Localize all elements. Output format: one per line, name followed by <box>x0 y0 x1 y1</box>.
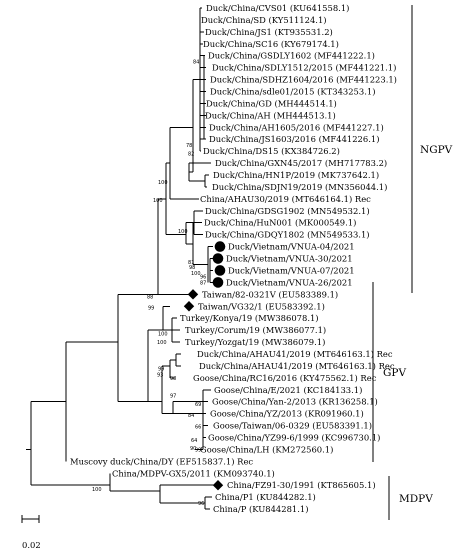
leaf-label: Duck/China/GSDLY1602 (MF441222.1) <box>208 51 375 61</box>
diamond-marker-icon <box>187 289 199 300</box>
leaf-label: Goose/Taiwan/06-0329 (EU583391.1) <box>213 421 372 431</box>
leaf-label: Goose/China/Yan-2/2013 (KR136258.1) <box>212 397 378 407</box>
bootstrap-value: 69 <box>195 402 201 408</box>
bootstrap-value: 99 <box>195 447 201 453</box>
leaf-label: Duck/China/SDLY1512/2015 (MF441221.1) <box>212 63 396 73</box>
clade-label: GPV <box>383 367 406 379</box>
bootstrap-value: 97 <box>170 394 176 400</box>
bootstrap-value: 96 <box>200 274 206 280</box>
leaf-label: Goose/China/YZ99-6/1999 (KC996730.1) <box>208 432 380 442</box>
bootstrap-value: 100 <box>158 180 168 186</box>
bootstrap-value: 98 <box>170 376 176 382</box>
leaf-label: Goose/China/RC16/2016 (KY475562.1) Rec <box>193 373 377 383</box>
leaf-label: Duck/Vietnam/VNUA-30/2021 <box>226 254 353 264</box>
bootstrap-value: 87 <box>200 280 206 286</box>
leaf-label: China/AHAU30/2019 (MT646164.1) Rec <box>200 194 371 204</box>
leaf-labels: Duck/China/CVS01 (KU641558.1) Duck/China/… <box>70 3 397 514</box>
leaf-label: Duck/China/GXN45/2017 (MH717783.2) <box>215 158 387 168</box>
leaf-label: Duck/Vietnam/VNUA-26/2021 <box>226 277 353 287</box>
leaf-label: Taiwan/VG32/1 (EU583392.1) <box>198 301 325 311</box>
bootstrap-value: 66 <box>195 425 201 431</box>
leaf-label: China/FZ91-30/1991 (KT865605.1) <box>227 480 376 490</box>
bootstrap-value: 100 <box>191 271 201 277</box>
bootstrap-value: 88 <box>147 295 153 301</box>
leaf-label: Duck/China/AH1605/2016 (MF441227.1) <box>209 122 384 132</box>
bootstrap-value: 64 <box>191 438 197 444</box>
leaf-label: Duck/Vietnam/VNUA-07/2021 <box>228 265 355 275</box>
leaf-label: Taiwan/82-0321V (EU583389.1) <box>202 289 338 299</box>
bootstrap-value: 99 <box>158 366 164 372</box>
bootstrap-value: 82 <box>188 152 194 158</box>
bootstrap-value: 100 <box>157 340 167 346</box>
bootstrap-value: 100 <box>153 198 163 204</box>
leaf-label: Duck/China/SDJN19/2019 (MN356044.1) <box>212 182 387 192</box>
leaf-label: Duck/China/GDQY1802 (MN549533.1) <box>205 230 370 240</box>
circle-marker-icon <box>214 265 226 276</box>
leaf-label: Goose/China/LH (KM272560.1) <box>200 444 333 454</box>
leaf-label: China/P1 (KU844282.1) <box>215 492 316 502</box>
diamond-marker-icon <box>212 480 224 491</box>
bootstrap-value: 84 <box>188 413 194 419</box>
leaf-label: Goose/China/E/2021 (KC184133.1) <box>214 385 362 395</box>
circle-marker-icon <box>212 253 224 264</box>
leaf-label: Duck/China/JS1603/2016 (MF441226.1) <box>209 134 379 144</box>
scale-bar: 0.02 <box>21 515 41 550</box>
leaf-label: Duck/China/CVS01 (KU641558.1) <box>206 3 349 13</box>
bootstrap-value: 90 <box>190 446 196 452</box>
leaf-label: Duck/China/GD (MH444514.1) <box>206 98 337 108</box>
leaf-label: Duck/China/DS15 (KX384726.2) <box>203 146 340 156</box>
circle-marker-icon <box>214 241 226 252</box>
bootstrap-value: 98 <box>189 265 195 271</box>
leaf-label: Duck/China/AHAU41/2019 (MT646163.1) Rec <box>199 361 395 371</box>
clade-brackets: NGPV GPV MDPV <box>372 5 453 520</box>
leaf-label: Duck/China/SDHZ1604/2016 (MF441223.1) <box>210 75 397 85</box>
bootstrap-value: 100 <box>178 229 188 235</box>
bootstrap-value: 78 <box>186 143 192 149</box>
leaf-label: Duck/China/AH (MH444513.1) <box>205 110 336 120</box>
tree-branches <box>26 7 220 510</box>
leaf-label: Duck/China/sdle01/2015 (KT343253.1) <box>210 87 375 97</box>
leaf-label: Turkey/Konya/19 (MW386078.1) <box>180 313 319 323</box>
leaf-label: China/P (KU844281.1) <box>213 504 309 514</box>
bootstrap-value: 84 <box>193 60 199 66</box>
clade-label: MDPV <box>399 493 433 505</box>
leaf-label: Duck/China/AHAU41/2019 (MT646163.1) Rec <box>197 349 393 359</box>
bootstrap-value: 100 <box>92 487 102 493</box>
bootstrap-value: 96 <box>198 501 204 507</box>
leaf-label: China/MDPV-GX5/2011 (KM093740.1) <box>112 468 275 478</box>
bootstrap-value: 81 <box>188 260 194 266</box>
bootstrap-value: 99 <box>148 305 154 311</box>
leaf-label: Duck/China/HN1P/2019 (MK737642.1) <box>213 170 379 180</box>
leaf-label: Muscovy duck/China/DY (EF515837.1) Rec <box>70 456 253 466</box>
circle-marker-icon <box>212 277 224 288</box>
leaf-label: Duck/China/HuN001 (MK000549.1) <box>204 218 356 228</box>
leaf-label: Duck/China/SD (KY511124.1) <box>201 15 327 25</box>
leaf-label: Turkey/Yozgat/19 (MW386079.1) <box>185 337 325 347</box>
leaf-label: Duck/China/SC16 (KY679174.1) <box>203 39 339 49</box>
leaf-label: Duck/China/GDSG1902 (MN549532.1) <box>205 206 370 216</box>
leaf-label: Turkey/Corum/19 (MW386077.1) <box>185 325 326 335</box>
leaf-label: Goose/China/YZ/2013 (KR091960.1) <box>210 409 364 419</box>
clade-label: NGPV <box>420 144 453 156</box>
scale-bar-label: 0.02 <box>22 540 41 550</box>
leaf-label: Duck/Vietnam/VNUA-04/2021 <box>228 242 355 252</box>
leaf-label: Duck/China/JS1 (KT935531.2) <box>205 27 333 37</box>
bootstrap-value: 93 <box>157 372 163 378</box>
bootstrap-values: 8478821001001008198968710088991001009998… <box>92 60 206 507</box>
bootstrap-value: 100 <box>158 332 168 338</box>
diamond-marker-icon <box>183 301 195 312</box>
